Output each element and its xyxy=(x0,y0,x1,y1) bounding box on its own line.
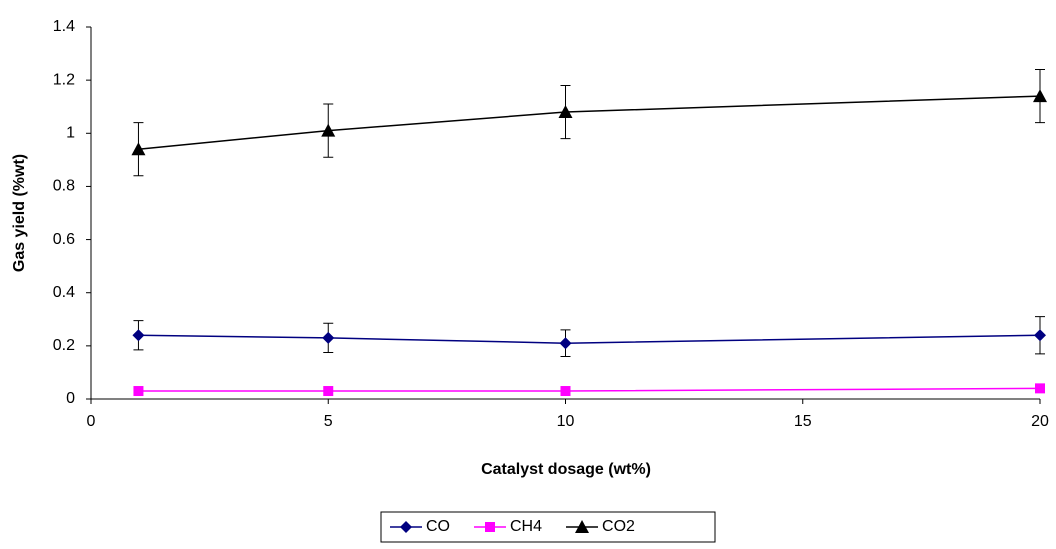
series-line xyxy=(138,96,1040,149)
marker xyxy=(322,332,334,344)
y-tick-label: 0.8 xyxy=(53,178,75,195)
marker xyxy=(485,522,495,532)
y-tick-label: 0 xyxy=(66,390,75,407)
y-tick-label: 0.4 xyxy=(53,284,75,301)
y-tick-label: 1.4 xyxy=(53,18,75,35)
legend-label: CO2 xyxy=(602,518,635,535)
x-tick-label: 15 xyxy=(794,413,812,430)
y-tick-label: 0.6 xyxy=(53,231,75,248)
marker xyxy=(132,329,144,341)
marker xyxy=(1034,329,1046,341)
legend-label: CH4 xyxy=(510,518,542,535)
marker xyxy=(133,386,143,396)
marker xyxy=(323,386,333,396)
series-line xyxy=(138,388,1040,391)
x-tick-label: 5 xyxy=(324,413,333,430)
y-axis-title: Gas yield (%wt) xyxy=(11,154,28,272)
marker xyxy=(560,337,572,349)
x-tick-label: 20 xyxy=(1031,413,1049,430)
y-tick-label: 1 xyxy=(66,125,75,142)
legend-label: CO xyxy=(426,518,450,535)
x-tick-label: 0 xyxy=(87,413,96,430)
marker xyxy=(561,386,571,396)
page: Gas yield (%wt) Catalyst dosage (wt%) 00… xyxy=(0,0,1056,549)
chart: Gas yield (%wt) Catalyst dosage (wt%) 00… xyxy=(0,0,1056,544)
y-tick-label: 0.2 xyxy=(53,337,75,354)
series-line xyxy=(138,335,1040,343)
y-tick-label: 1.2 xyxy=(53,71,75,88)
marker xyxy=(1035,383,1045,393)
x-axis-title: Catalyst dosage (wt%) xyxy=(481,461,651,478)
x-tick-label: 10 xyxy=(557,413,575,430)
